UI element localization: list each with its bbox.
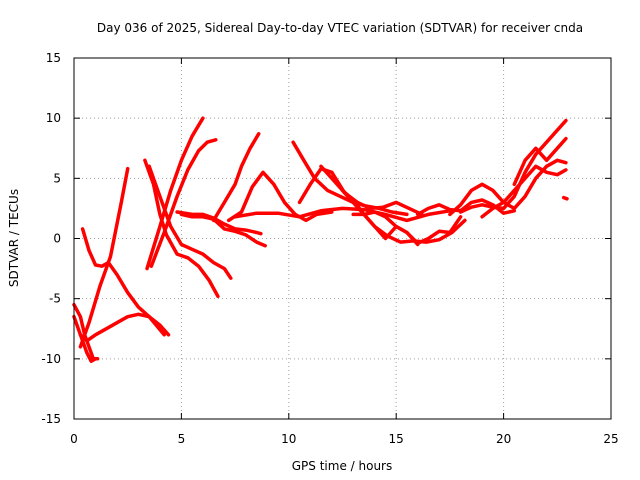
series-track-18 — [340, 188, 467, 244]
series-track-25 — [561, 195, 569, 201]
x-tick-label: 0 — [70, 432, 78, 446]
series-track-14 — [233, 206, 452, 223]
y-tick-label: 10 — [46, 111, 61, 125]
y-tick-label: -10 — [41, 352, 61, 366]
series-track-3 — [78, 312, 171, 343]
series-track-24 — [512, 136, 568, 187]
x-tick-label: 10 — [281, 432, 296, 446]
series-track-11 — [179, 212, 267, 248]
x-axis: 0 5 10 15 20 25 — [70, 58, 619, 446]
series-track-21 — [448, 158, 568, 217]
series-track-16 — [297, 166, 424, 217]
y-tick-label: -15 — [41, 412, 61, 426]
x-tick-label: 20 — [496, 432, 511, 446]
y-tick-label: 0 — [53, 232, 61, 246]
y-axis-label: SDTVAR / TECUs — [7, 189, 21, 287]
series-track-22 — [458, 118, 568, 214]
series-track-15 — [291, 140, 409, 217]
y-tick-label: 15 — [46, 51, 61, 65]
x-tick-label: 15 — [389, 432, 404, 446]
y-tick-label: -5 — [49, 292, 61, 306]
series-track-7 — [147, 164, 233, 280]
series-group — [72, 116, 569, 363]
chart-title: Day 036 of 2025, Sidereal Day-to-day VTE… — [97, 21, 583, 35]
x-axis-label: GPS time / hours — [292, 459, 393, 473]
series-track-23 — [480, 164, 568, 219]
series-track-19 — [351, 210, 463, 246]
y-tick-label: 5 — [53, 171, 61, 185]
series-track-4 — [78, 166, 130, 349]
x-tick-label: 25 — [603, 432, 618, 446]
series-track-8 — [145, 116, 205, 271]
series-track-13 — [226, 170, 334, 223]
series-track-2 — [72, 314, 98, 363]
series-track-6 — [143, 158, 220, 299]
series-track-10 — [175, 210, 263, 236]
series-track-12 — [211, 132, 261, 223]
y-axis: -15 -10 -5 0 5 10 15 — [41, 51, 611, 426]
series-track-9 — [149, 138, 218, 268]
series-track-5 — [80, 227, 166, 337]
x-tick-label: 5 — [178, 432, 186, 446]
